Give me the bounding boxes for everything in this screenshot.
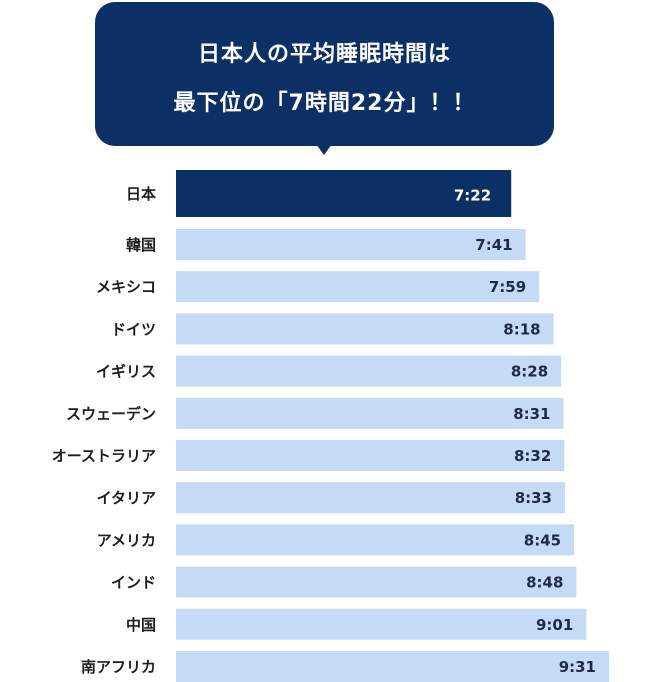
category-label-2: メキシコ xyxy=(96,278,156,296)
bar-10 xyxy=(176,608,587,640)
value-label-6: 8:32 xyxy=(514,447,551,465)
bar-0 xyxy=(176,170,512,217)
category-label-3: ドイツ xyxy=(111,320,156,338)
category-label-7: イタリア xyxy=(97,489,156,507)
value-label-1: 7:41 xyxy=(475,236,512,254)
category-label-6: オーストラリア xyxy=(52,447,156,465)
category-label-1: 韓国 xyxy=(126,236,156,254)
callout-bubble xyxy=(95,2,554,146)
value-label-4: 8:28 xyxy=(511,363,548,381)
value-label-0: 7:22 xyxy=(454,187,491,205)
category-label-11: 南アフリカ xyxy=(81,658,156,676)
bar-4 xyxy=(176,355,562,387)
bar-8 xyxy=(176,524,575,556)
category-label-8: アメリカ xyxy=(97,531,156,549)
value-label-3: 8:18 xyxy=(503,320,540,338)
value-label-11: 9:31 xyxy=(559,658,596,676)
bar-9 xyxy=(176,566,577,598)
callout-line-1: 日本人の平均睡眠時間は xyxy=(197,42,451,67)
category-label-5: スウェーデン xyxy=(66,405,156,423)
bar-11 xyxy=(176,651,609,682)
value-label-8: 8:45 xyxy=(524,531,561,549)
bar-7 xyxy=(176,482,565,514)
callout-line-2: 最下位の「7時間22分」！！ xyxy=(173,91,476,116)
category-label-0: 日本 xyxy=(126,185,156,203)
category-label-4: イギリス xyxy=(96,363,156,381)
bar-2 xyxy=(176,271,540,303)
bar-5 xyxy=(176,397,564,429)
value-label-7: 8:33 xyxy=(515,489,552,507)
value-label-10: 9:01 xyxy=(536,616,573,634)
value-label-2: 7:59 xyxy=(489,278,526,296)
category-label-10: 中国 xyxy=(126,616,156,634)
bar-6 xyxy=(176,440,565,471)
bar-3 xyxy=(176,313,554,345)
callout-pointer xyxy=(316,144,332,155)
value-label-5: 8:31 xyxy=(513,405,550,423)
bar-1 xyxy=(176,229,526,260)
category-label-9: インド xyxy=(111,574,156,592)
value-label-9: 8:48 xyxy=(526,574,563,592)
